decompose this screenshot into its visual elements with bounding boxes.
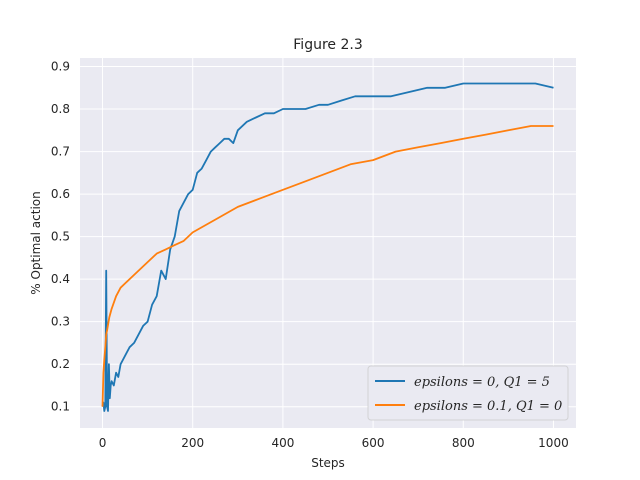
series-line-2 xyxy=(101,125,554,407)
y-tick-label: 0.5 xyxy=(51,230,70,244)
y-tick-label: 0.8 xyxy=(51,102,70,116)
y-tick-label: 0.1 xyxy=(51,400,70,414)
x-tick-label: 600 xyxy=(362,436,385,450)
y-tick-label: 0.6 xyxy=(51,187,70,201)
legend: epsilons = 0, Q1 = 5 epsilons = 0.1, Q1 … xyxy=(367,365,569,421)
tick-labels: 0 200 400 600 800 1000 0.1 0.2 0.3 0.4 0.5 0.6 0.7 0.… xyxy=(51,60,569,450)
y-tick-label: 0.9 xyxy=(51,60,70,74)
legend-label-series-2: epsilons = 0.1, Q1 = 0 xyxy=(414,399,562,414)
chart-title: Figure 2.3 xyxy=(293,37,362,53)
y-tick-label: 0.2 xyxy=(51,357,70,371)
x-axis-label: Steps xyxy=(311,456,345,470)
y-tick-label: 0.7 xyxy=(51,145,70,159)
legend-box xyxy=(367,365,569,421)
legend-label-series-1: epsilons = 0, Q1 = 5 xyxy=(414,375,550,390)
x-tick-label: 200 xyxy=(181,436,204,450)
x-tick-label: 0 xyxy=(99,436,107,450)
series-lines xyxy=(101,82,554,412)
grid xyxy=(80,58,576,428)
y-tick-label: 0.4 xyxy=(51,272,70,286)
x-tick-label: 800 xyxy=(452,436,475,450)
y-axis-label: % Optimal action xyxy=(29,191,43,294)
x-tick-label: 1000 xyxy=(538,436,569,450)
x-tick-label: 400 xyxy=(271,436,294,450)
series-line-1 xyxy=(101,82,554,412)
y-tick-label: 0.3 xyxy=(51,315,70,329)
